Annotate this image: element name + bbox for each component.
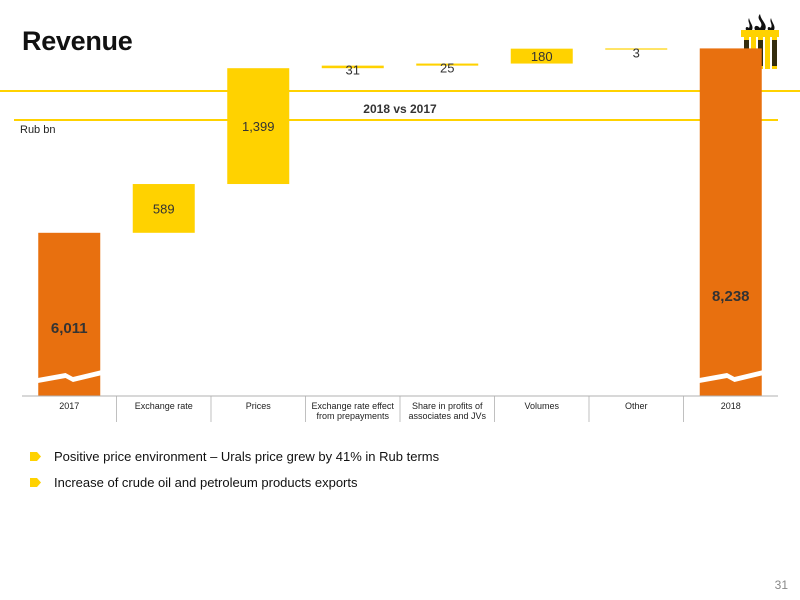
category-label: 2018 xyxy=(721,401,741,411)
bar xyxy=(321,65,384,69)
bullet-item: Positive price environment – Urals price… xyxy=(30,448,439,474)
bullet-text: Positive price environment – Urals price… xyxy=(54,449,440,464)
bar xyxy=(132,184,195,233)
page-number: 31 xyxy=(774,578,788,592)
data-label: 31 xyxy=(346,63,360,78)
bar xyxy=(227,68,290,185)
data-label: 589 xyxy=(153,201,175,216)
arrow-right-icon xyxy=(30,478,41,487)
category-label: 2017 xyxy=(59,401,79,411)
data-label: 180 xyxy=(531,49,553,64)
bullet-item: Increase of crude oil and petroleum prod… xyxy=(30,474,439,500)
bar xyxy=(605,48,668,50)
data-label: 8,238 xyxy=(712,288,750,305)
unit-label: Rub bn xyxy=(20,124,56,136)
bullet-text: Increase of crude oil and petroleum prod… xyxy=(54,475,358,490)
category-label: Volumes xyxy=(524,401,559,411)
waterfall-chart: 6,011 2017 589 Exchange rate 1,399 Prices 31 Ex… xyxy=(22,45,778,422)
axis-break-mark xyxy=(32,369,107,384)
category-label: Exchange rate effect xyxy=(312,401,395,411)
category-label: Exchange rate xyxy=(135,401,193,411)
data-label: 3 xyxy=(633,45,640,60)
bullet-list: Positive price environment – Urals price… xyxy=(30,448,439,500)
category-label: Other xyxy=(625,401,648,411)
data-label: 25 xyxy=(440,61,454,76)
bar xyxy=(510,48,573,64)
axis-break-mark xyxy=(693,369,768,384)
bar xyxy=(416,63,479,66)
category-label: Prices xyxy=(246,401,272,411)
arrow-right-icon xyxy=(30,452,41,461)
bar xyxy=(38,232,101,396)
subtitle-underline xyxy=(14,119,778,121)
category-label: associates and JVs xyxy=(408,411,486,421)
header-divider xyxy=(0,90,800,92)
chart-subtitle: 2018 vs 2017 xyxy=(363,102,437,116)
data-label: 1,399 xyxy=(242,119,275,134)
data-label: 6,011 xyxy=(51,320,88,337)
category-label: from prepayments xyxy=(316,411,389,421)
category-label: Share in profits of xyxy=(412,401,483,411)
bar xyxy=(699,48,762,396)
page-title: Revenue xyxy=(22,26,133,56)
